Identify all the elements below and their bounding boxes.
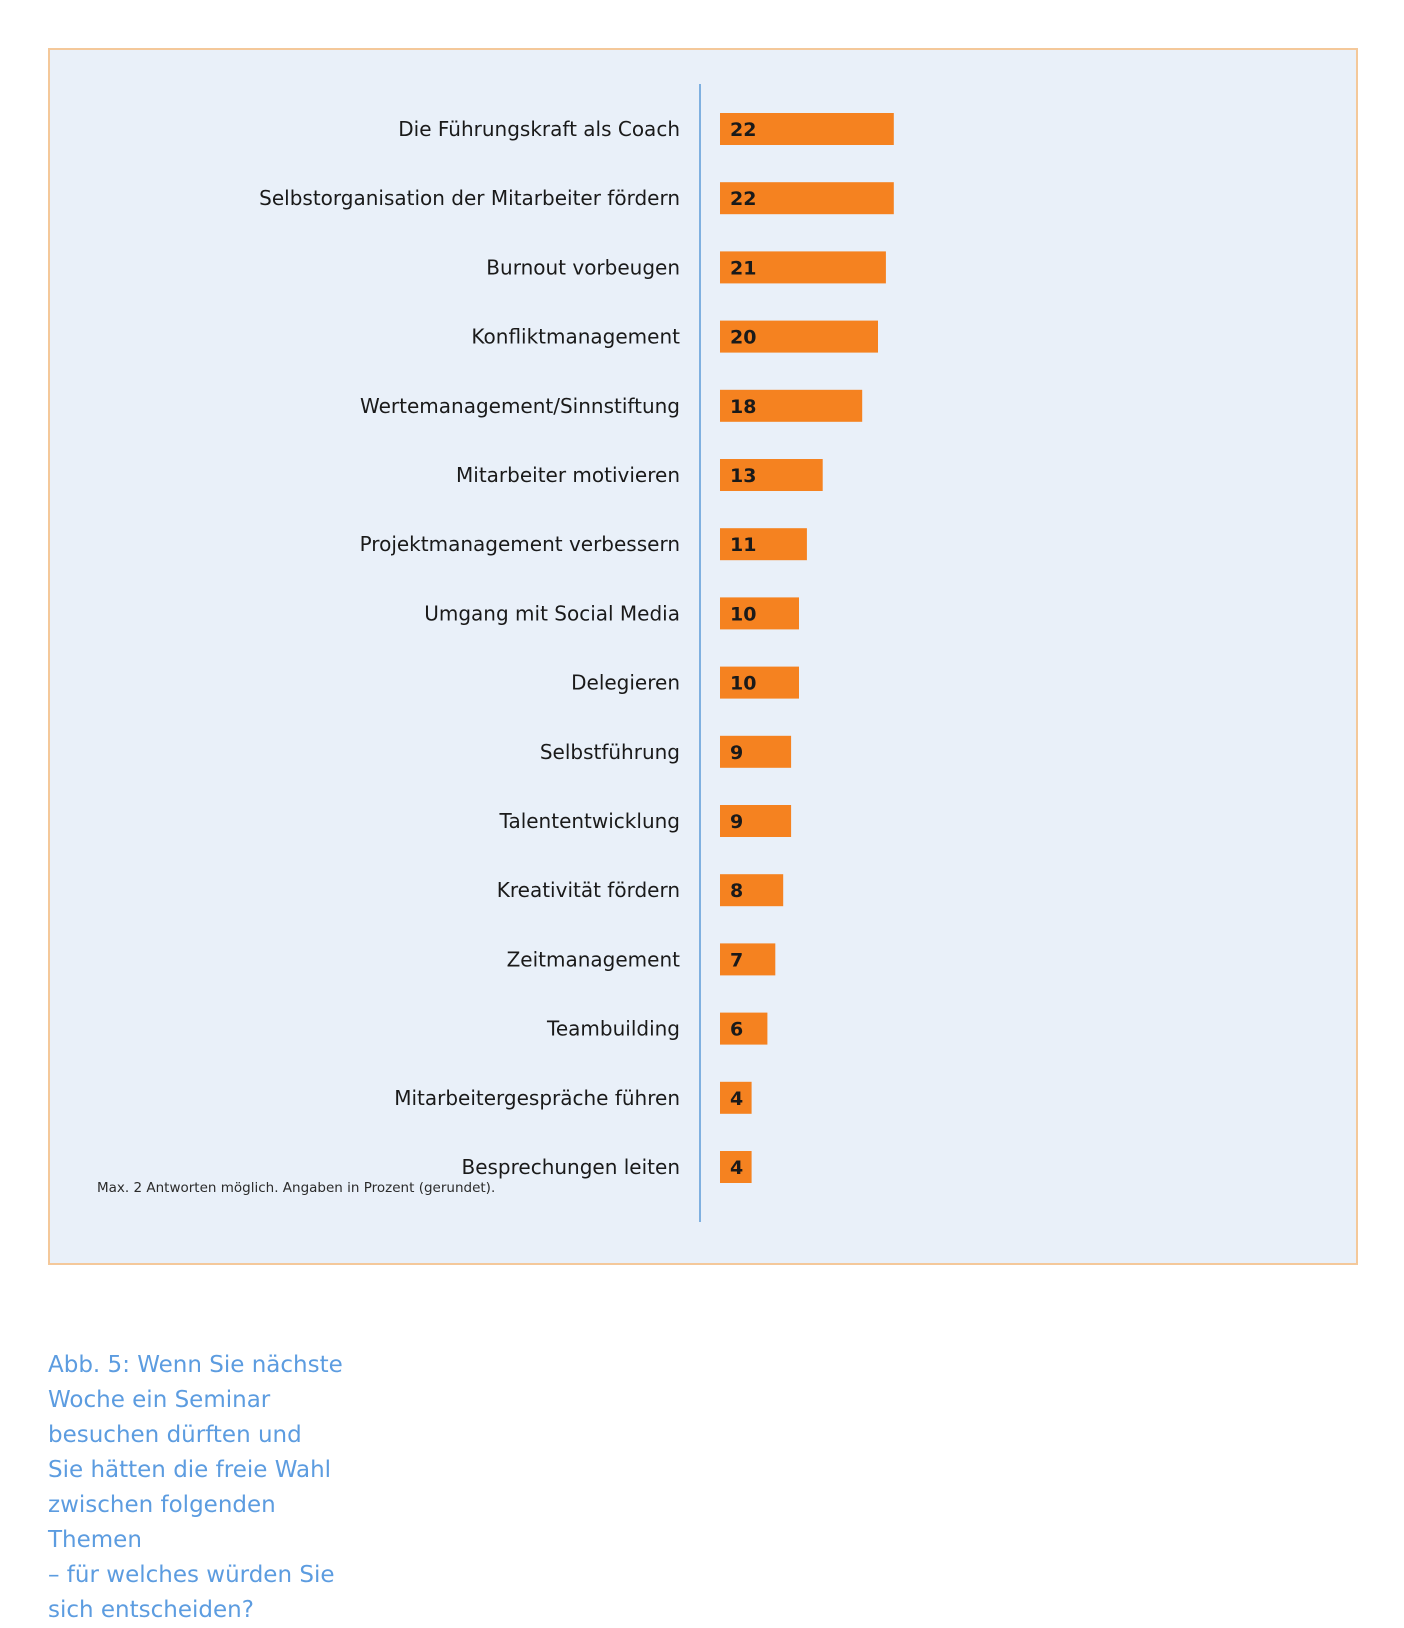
- bar: [720, 805, 792, 837]
- chart-panel: [48, 48, 1358, 1265]
- category-label: Selbstführung: [540, 740, 680, 764]
- bar: [720, 735, 792, 768]
- bar-value-label: 13: [730, 465, 756, 487]
- category-label: Wertemanagement/Sinnstiftung: [360, 394, 680, 418]
- bar-value-label: 10: [730, 673, 756, 695]
- bar-value-label: 4: [730, 1157, 743, 1179]
- bar: [720, 597, 799, 630]
- bar-value-label: 20: [730, 327, 756, 349]
- bar-value-label: 21: [730, 257, 756, 279]
- bar-value-label: 9: [730, 811, 743, 833]
- bar-value-label: 6: [730, 1019, 743, 1041]
- category-label: Konfliktmanagement: [471, 325, 680, 349]
- category-label: Delegieren: [571, 671, 680, 695]
- category-label: Die Führungskraft als Coach: [398, 117, 680, 141]
- bar: [720, 1151, 752, 1183]
- category-label: Talententwicklung: [499, 809, 680, 833]
- bar: [720, 113, 894, 145]
- bar-value-label: 18: [730, 396, 756, 418]
- bar-value-label: 8: [730, 880, 743, 902]
- category-label: Kreativität fördern: [497, 878, 680, 902]
- bar: [720, 459, 823, 491]
- bar: [720, 943, 776, 976]
- category-label: Besprechungen leiten: [461, 1155, 680, 1179]
- category-label: Umgang mit Social Media: [424, 601, 680, 625]
- bar-value-label: 22: [730, 188, 756, 210]
- bar-value-label: 22: [730, 119, 756, 141]
- category-label: Zeitmanagement: [507, 947, 681, 971]
- category-label: Selbstorganisation der Mitarbeiter förde…: [259, 186, 680, 210]
- bar: [720, 666, 799, 699]
- chart-footnote: Max. 2 Antworten möglich. Angaben in Pro…: [97, 1180, 496, 1196]
- bar: [720, 1081, 752, 1114]
- figure-caption: Abb. 5: Wenn Sie nächste Woche ein Semin…: [48, 1352, 343, 1623]
- bar: [720, 528, 807, 561]
- bar-value-label: 11: [730, 534, 756, 556]
- bar: [720, 874, 784, 907]
- bar: [720, 320, 878, 353]
- bar: [720, 389, 863, 422]
- category-label: Teambuilding: [546, 1017, 680, 1041]
- bar-value-label: 7: [730, 949, 743, 971]
- bar: [720, 1012, 768, 1045]
- category-label: Projektmanagement verbessern: [360, 532, 680, 556]
- bar-value-label: 10: [730, 603, 756, 625]
- category-label: Burnout vorbeugen: [486, 255, 680, 279]
- bar-value-label: 4: [730, 1088, 743, 1110]
- category-label: Mitarbeiter motivieren: [456, 463, 680, 487]
- bars-group: Die Führungskraft als Coach 22 Selbstorgan…: [259, 113, 894, 1183]
- bar: [720, 251, 886, 284]
- bar-value-label: 9: [730, 742, 743, 764]
- bar: [720, 182, 894, 215]
- category-label: Mitarbeitergespräche führen: [394, 1086, 680, 1110]
